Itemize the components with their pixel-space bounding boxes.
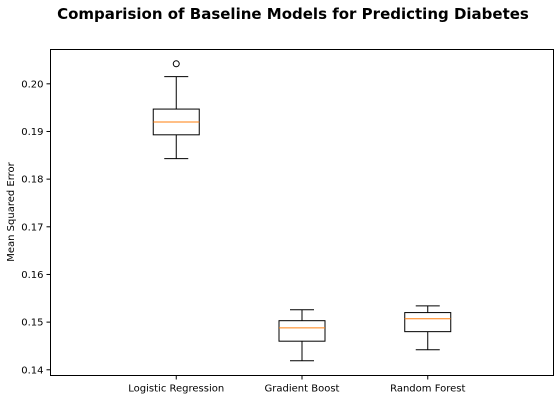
y-tick-label: 0.18	[21, 175, 43, 186]
plot-area	[50, 49, 554, 376]
box-rect	[278, 320, 326, 342]
x-axis: Logistic Regression Gradient Boost Random …	[128, 375, 465, 395]
x-tick-label: Gradient Boost	[265, 384, 340, 395]
boxes	[152, 60, 452, 362]
y-tick-label: 0.14	[21, 365, 43, 376]
y-tick-label: 0.15	[21, 318, 43, 329]
y-tick-label: 0.20	[21, 79, 43, 90]
y-tick-label: 0.17	[21, 222, 43, 233]
box-rect	[404, 312, 452, 333]
y-axis-label: Mean Squared Error	[6, 161, 17, 261]
box-1	[152, 60, 200, 160]
x-tick-label: Logistic Regression	[128, 384, 224, 395]
outlier-point	[172, 60, 180, 68]
box-2	[278, 309, 326, 362]
y-tick-label: 0.16	[21, 270, 43, 281]
y-axis: 0.14 0.15 0.16 0.17 0.18 0.19 0.20	[21, 79, 51, 376]
box-3	[404, 305, 452, 351]
chart-title: Comparision of Baseline Models for Predi…	[57, 5, 529, 23]
y-tick-label: 0.19	[21, 127, 43, 138]
x-tick-label: Random Forest	[390, 384, 465, 395]
